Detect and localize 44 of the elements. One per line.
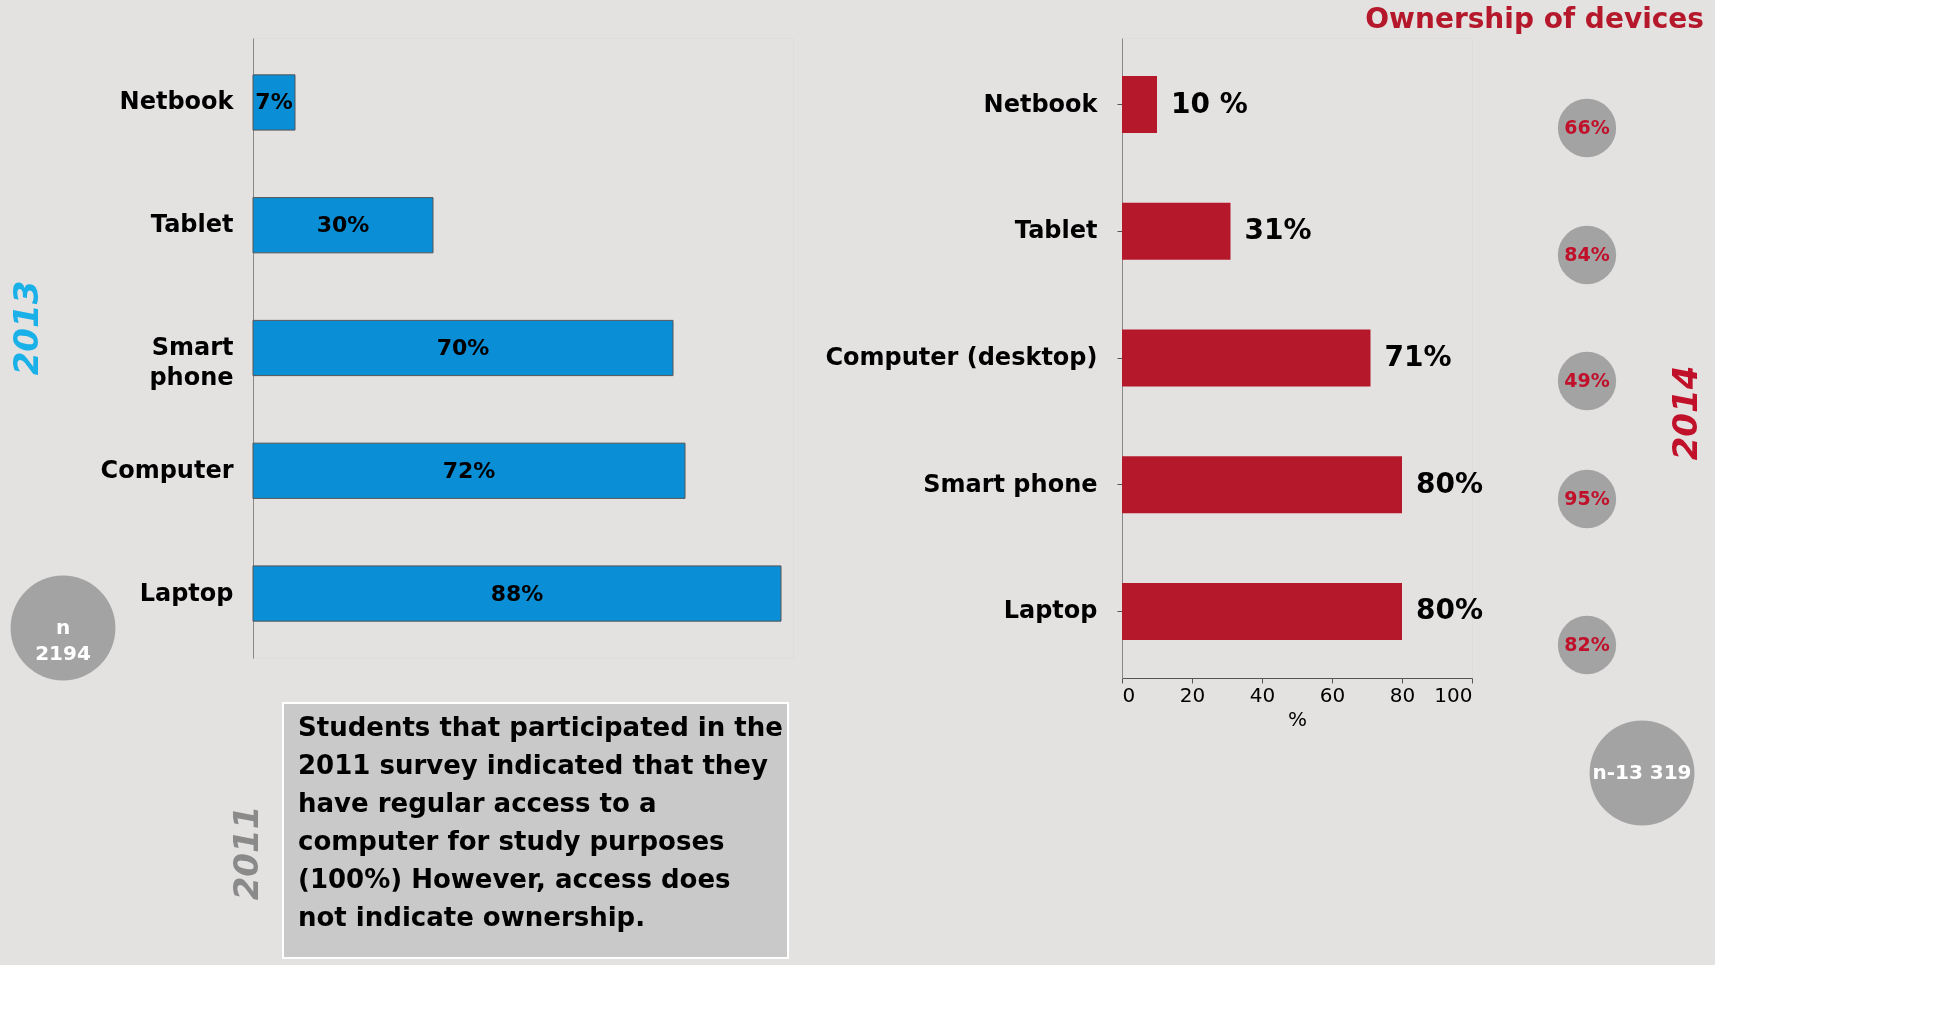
text: 66% xyxy=(1564,116,1610,138)
y-tick-label: Smart phone xyxy=(923,469,1098,498)
data-label: 71% xyxy=(1384,340,1452,373)
text: 95% xyxy=(1564,487,1610,509)
bar xyxy=(252,442,686,499)
data-label: 70% xyxy=(436,335,490,360)
bar xyxy=(252,565,782,622)
x-axis-title: % xyxy=(1287,706,1308,731)
y-tick-label: Laptop xyxy=(1003,596,1098,625)
y-tick-label: Netbook xyxy=(119,87,235,116)
x-tick-label: 20 xyxy=(1179,682,1206,707)
data-label: 7% xyxy=(255,89,293,115)
text: 82% xyxy=(1564,633,1610,655)
y-tick-label: Netbook xyxy=(983,89,1099,118)
text: n-13 319 xyxy=(1592,760,1692,784)
text: n 2194 xyxy=(35,615,91,665)
text: Students that participated in the 2011 survey indicated that they have regular access to a computer for study purposes (100%) However, access does not indicate ownership. xyxy=(298,712,783,932)
text: 2014 xyxy=(1665,365,1705,461)
y-tick-label: Laptop xyxy=(139,578,234,607)
bar xyxy=(252,74,296,131)
data-label: 30% xyxy=(316,212,370,238)
data-label: 88% xyxy=(490,580,544,606)
x-tick-label: 0 xyxy=(1122,682,1136,707)
text: Ownership of devices xyxy=(1365,2,1704,35)
y-tick-label: Smart phone xyxy=(149,333,234,391)
text: 2013 xyxy=(6,280,46,376)
y-tick-label: Computer xyxy=(100,455,234,484)
x-tick-label: 40 xyxy=(1249,682,1276,707)
bar xyxy=(252,319,674,377)
x-tick-label: 60 xyxy=(1319,682,1346,707)
data-label: 80% xyxy=(1416,466,1484,500)
text: 84% xyxy=(1564,243,1610,265)
data-label: 31% xyxy=(1244,213,1312,247)
x-tick-label: 100 xyxy=(1434,682,1473,707)
data-label: 80% xyxy=(1416,593,1484,627)
y-tick-label: Tablet xyxy=(150,210,234,239)
text: 2011 xyxy=(226,805,266,901)
y-tick-label: Computer (desktop) xyxy=(825,343,1098,371)
data-label: 72% xyxy=(442,457,496,483)
x-tick-label: 80 xyxy=(1389,682,1416,707)
text: 49% xyxy=(1564,369,1610,391)
bar xyxy=(252,197,434,254)
y-tick-label: Tablet xyxy=(1014,216,1098,245)
data-label: 10 % xyxy=(1171,86,1248,120)
